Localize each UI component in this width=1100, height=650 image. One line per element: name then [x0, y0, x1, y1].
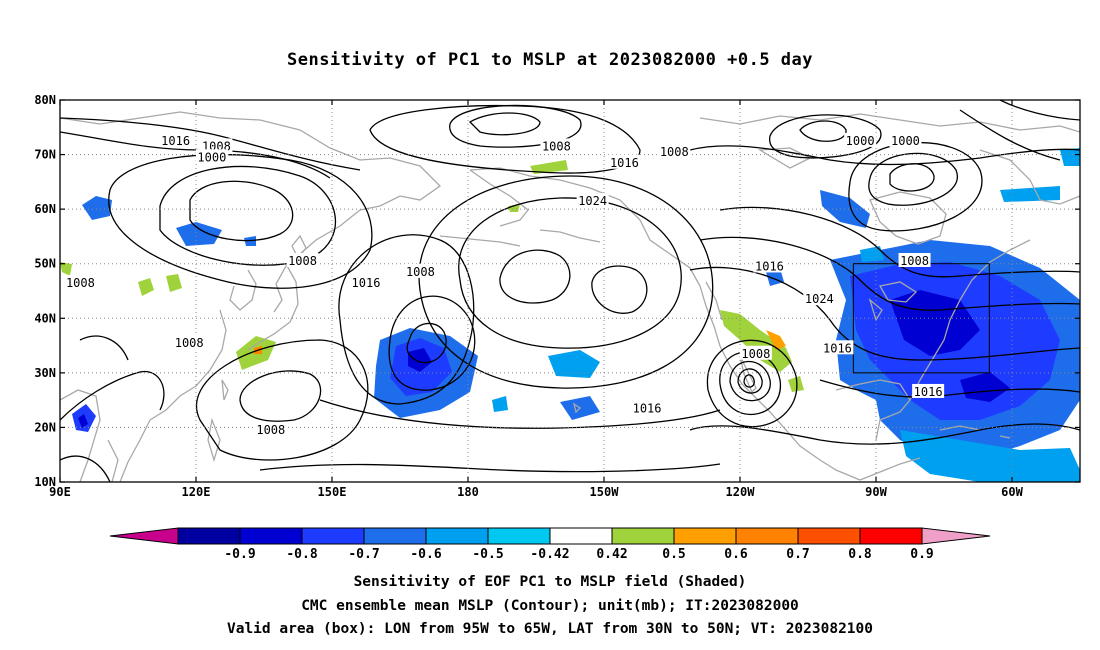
- colorbar-label: -0.7: [348, 547, 379, 562]
- contour-label: 1016: [755, 259, 784, 273]
- contour-label: 1024: [578, 194, 607, 208]
- colorbar: -0.9 -0.8 -0.7 -0.6 -0.5 -0.42 0.42 0.5 0.6 0.7 0.…: [109, 527, 991, 562]
- colorbar-label: 0.5: [662, 547, 685, 562]
- caption-contour: CMC ensemble mean MSLP (Contour); unit(m…: [301, 598, 799, 614]
- colorbar-swatch: [301, 527, 365, 545]
- map-frame: [59, 99, 1081, 483]
- contour-label-bg: [631, 400, 664, 415]
- contour-label: 1008: [741, 347, 770, 361]
- lon-label: 120E: [182, 485, 211, 499]
- contour-label: 1016: [352, 276, 381, 290]
- contour-label: 1008: [288, 254, 317, 268]
- colorbar-label: 0.8: [848, 547, 872, 562]
- contour-label: 1016: [161, 134, 190, 148]
- caption-shading: Sensitivity of EOF PC1 to MSLP field (Sh…: [353, 574, 747, 590]
- contour-label: 1016: [610, 156, 639, 170]
- lon-label: 150E: [318, 485, 347, 499]
- contour-label-bg: [821, 340, 854, 355]
- contour-label: 1000: [891, 134, 920, 148]
- contour-label-bg: [658, 143, 691, 158]
- lat-label: 30N: [34, 366, 56, 380]
- colorbar-label: 0.7: [786, 547, 809, 562]
- contour-label-bg: [173, 334, 206, 349]
- colorbar-swatch: [425, 527, 489, 545]
- contour-label-bg: [159, 132, 192, 147]
- colorbar-swatch: [239, 527, 303, 545]
- lat-label: 40N: [34, 311, 56, 325]
- contour-label: 1008: [900, 254, 929, 268]
- contour-label: 1008: [256, 423, 285, 437]
- colorbar-label: -0.6: [410, 547, 441, 562]
- lon-label: 90E: [49, 485, 71, 499]
- lon-label: 180: [457, 485, 479, 499]
- contour-label: 1008: [406, 265, 435, 279]
- colorbar-swatch: [797, 527, 861, 545]
- lat-label: 70N: [34, 148, 56, 162]
- contour-label-bg: [753, 258, 786, 273]
- contour-label-bg: [195, 149, 228, 164]
- contour-label-bg: [898, 252, 931, 267]
- colorbar-swatch: [859, 527, 923, 545]
- longitude-axis: 90E 120E 150E 180 150W 120W 90W 60W: [49, 100, 1024, 499]
- contour-label-bg: [608, 154, 641, 169]
- lon-label: 120W: [726, 485, 756, 499]
- contour-label: 1008: [660, 145, 689, 159]
- colorbar-label: 0.9: [910, 547, 933, 562]
- lat-label: 50N: [34, 257, 56, 271]
- lat-label: 10N: [34, 475, 56, 489]
- contour-label-bg: [803, 291, 836, 306]
- contour-label-bg: [889, 132, 922, 147]
- caption-valid-area: Valid area (box): LON from 95W to 65W, L…: [226, 621, 873, 637]
- coastlines: [60, 111, 1080, 482]
- colorbar-min-triangle: [109, 527, 179, 545]
- contour-label: 1024: [805, 292, 834, 306]
- colorbar-label: -0.9: [224, 547, 255, 562]
- colorbar-max-triangle: [921, 527, 991, 545]
- contour-label: 1016: [914, 385, 943, 399]
- lon-label: 60W: [1001, 485, 1023, 499]
- colorbar-label: -0.8: [286, 547, 317, 562]
- contour-label: 1000: [197, 150, 226, 164]
- contour-label-bg: [540, 138, 573, 153]
- contour-label: 1000: [846, 134, 875, 148]
- page-title: Sensitivity of PC1 to MSLP at 2023082000…: [286, 50, 813, 70]
- contour-label-bg: [912, 383, 945, 398]
- contour-label-bg: [350, 274, 382, 289]
- lat-label: 60N: [34, 202, 56, 216]
- mslp-contours: [60, 100, 1080, 482]
- contour-label-bg: [404, 263, 437, 278]
- lon-label: 150W: [590, 485, 620, 499]
- contour-label: 1008: [175, 336, 204, 350]
- contour-label: 1016: [633, 401, 662, 415]
- colorbar-swatch: [611, 527, 675, 545]
- colorbar-swatch: [363, 527, 427, 545]
- colorbar-swatch: [673, 527, 737, 545]
- contour-label-bg: [576, 192, 609, 207]
- colorbar-label: -0.42: [530, 547, 569, 562]
- lat-label: 80N: [34, 93, 56, 107]
- contour-label: 1008: [542, 139, 571, 153]
- contour-labels: 1016 1008 1000 1008 1016 1008 1008 1008 1008 1008…: [64, 132, 945, 437]
- latitude-axis: 80N 70N 60N 50N 40N 30N 20N 10N: [34, 93, 1080, 489]
- contour-label-bg: [844, 132, 877, 147]
- colorbar-swatch: [549, 527, 613, 545]
- lat-label: 20N: [34, 420, 56, 434]
- contour-label-bg: [286, 252, 319, 267]
- contour-label: 1008: [66, 276, 95, 290]
- colorbar-label: 0.6: [724, 547, 748, 562]
- colorbar-swatch: [487, 527, 551, 545]
- contour-label-bg: [254, 422, 287, 437]
- contour-label-bg: [64, 274, 97, 289]
- lon-label: 90W: [865, 485, 887, 499]
- colorbar-swatch: [735, 527, 799, 545]
- contour-label-bg: [739, 345, 772, 360]
- contour-label-bg: [200, 138, 233, 153]
- contour-label: 1016: [823, 341, 852, 355]
- colorbar-label: 0.42: [596, 547, 627, 562]
- colorbar-label: -0.5: [472, 547, 503, 562]
- colorbar-swatch: [177, 527, 241, 545]
